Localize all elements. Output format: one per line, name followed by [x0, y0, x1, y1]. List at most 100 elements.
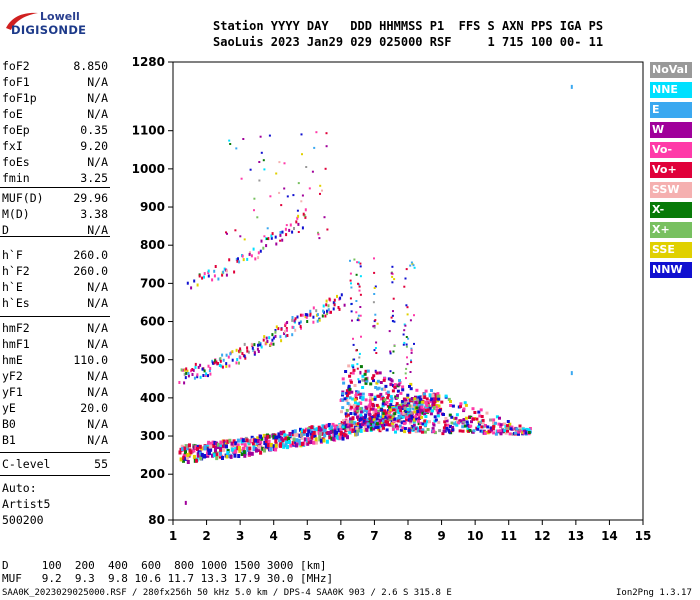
echo-point	[302, 431, 306, 436]
x-tick-label: 11	[500, 529, 517, 543]
echo-point	[410, 347, 413, 350]
x-tick-label: 13	[568, 529, 585, 543]
echo-point	[225, 231, 227, 234]
echo-point	[483, 431, 487, 435]
echo-point	[433, 399, 437, 404]
echo-point	[302, 429, 306, 434]
echo-point	[199, 375, 202, 379]
echo-point	[355, 311, 358, 314]
echo-point	[286, 334, 289, 337]
echo-point	[347, 364, 351, 368]
echo-point	[413, 397, 417, 401]
echo-point	[203, 275, 205, 279]
echo-point	[369, 401, 373, 405]
param-label: hmE	[2, 353, 23, 367]
echo-point	[183, 446, 187, 451]
echo-point	[387, 393, 391, 397]
echo-point	[382, 378, 386, 382]
echo-point	[296, 315, 299, 319]
echo-point	[242, 138, 245, 140]
echo-point	[225, 454, 229, 459]
echo-point	[298, 321, 301, 325]
echo-point	[194, 445, 198, 450]
echo-point	[372, 301, 375, 304]
echo-point	[284, 443, 288, 448]
echo-point	[228, 258, 231, 262]
echo-point	[293, 319, 296, 323]
echo-point	[360, 335, 362, 338]
echo-point	[291, 441, 295, 445]
echo-point	[438, 409, 442, 412]
echo-point	[352, 403, 356, 407]
echo-point	[269, 195, 272, 198]
echo-point	[426, 408, 430, 412]
echo-point	[406, 313, 409, 316]
echo-point	[418, 400, 422, 405]
x-tick-label: 14	[601, 529, 618, 543]
echo-point	[306, 432, 309, 437]
echo-point	[357, 261, 360, 264]
echo-point	[348, 403, 352, 407]
legend-item-w: W	[650, 122, 692, 138]
param-row-16: hmF1 N/A	[2, 337, 108, 353]
echo-point	[283, 162, 286, 165]
param-label: C-level	[2, 457, 51, 471]
echo-point	[357, 314, 360, 317]
echo-point	[192, 368, 195, 372]
echo-point	[212, 453, 216, 458]
echo-point	[336, 294, 338, 298]
echo-point	[408, 407, 412, 412]
echo-point	[485, 411, 489, 415]
echo-point	[319, 427, 323, 432]
echo-point	[298, 433, 302, 438]
echo-point	[272, 434, 276, 439]
echo-point	[473, 411, 477, 414]
echo-point	[304, 427, 308, 432]
echo-point	[404, 324, 407, 327]
param-value: N/A	[87, 155, 108, 169]
echo-point	[321, 189, 323, 192]
echo-point	[396, 395, 399, 399]
echo-point	[314, 437, 318, 442]
param-value: N/A	[87, 433, 108, 447]
echo-point	[451, 428, 455, 432]
echo-point	[310, 425, 314, 430]
echo-point	[447, 428, 451, 432]
echo-point	[407, 337, 410, 340]
echo-point	[484, 424, 487, 428]
echo-point	[402, 404, 406, 409]
echo-point	[321, 431, 324, 436]
echo-point	[327, 304, 330, 308]
echo-point	[342, 419, 346, 423]
echo-point	[497, 422, 501, 426]
echo-point	[363, 372, 367, 376]
param-label: h`F	[2, 248, 23, 262]
param-value: 260.0	[73, 248, 108, 262]
echo-point	[376, 379, 380, 383]
echo-point	[506, 420, 510, 423]
x-tick-label: 9	[437, 529, 445, 543]
echo-point	[254, 448, 258, 453]
echo-point	[382, 411, 386, 416]
echo-point	[405, 377, 407, 380]
echo-point	[178, 381, 181, 384]
echo-point	[389, 370, 392, 373]
echo-point	[257, 350, 260, 353]
echo-point	[333, 433, 337, 438]
echo-point	[379, 425, 382, 429]
echo-point	[266, 443, 270, 448]
echo-point	[410, 361, 413, 364]
echo-point	[385, 428, 389, 432]
echo-point	[505, 426, 509, 430]
echo-point	[522, 431, 526, 435]
legend-item-x-: X-	[650, 202, 692, 218]
echo-point	[420, 405, 424, 409]
echo-point	[391, 265, 394, 268]
echo-point	[391, 414, 395, 419]
echo-point	[180, 444, 184, 449]
echo-point	[322, 438, 326, 443]
echo-point	[234, 449, 238, 454]
echo-point	[325, 423, 329, 428]
echo-point	[444, 394, 448, 398]
echo-point	[240, 177, 243, 180]
